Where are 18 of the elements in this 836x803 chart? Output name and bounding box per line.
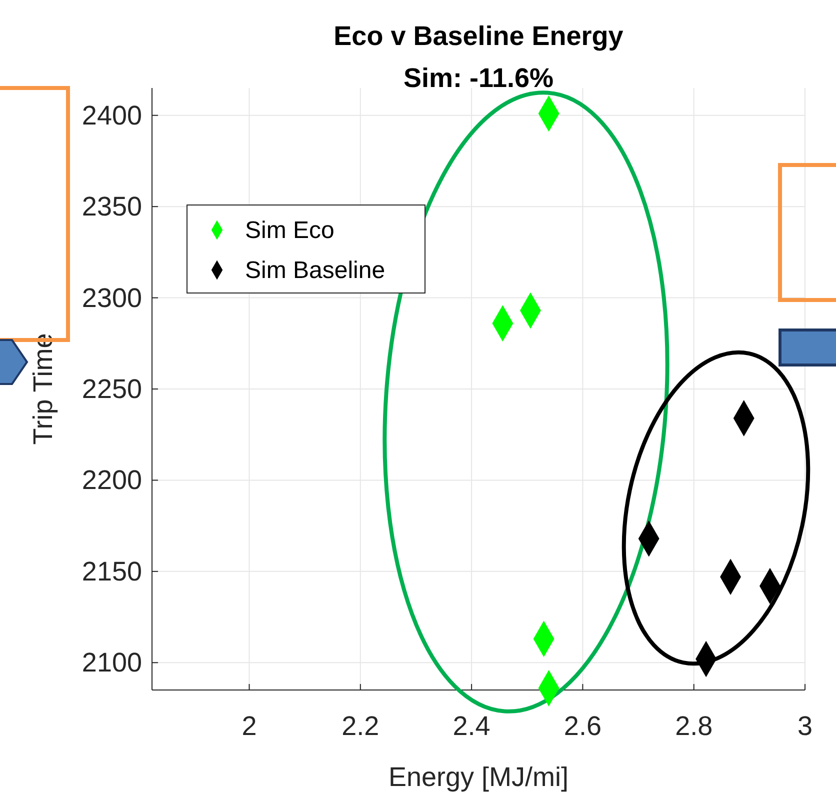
x-tick-label: 3 xyxy=(797,711,813,741)
chart-title: Eco v Baseline Energy xyxy=(334,21,624,51)
y-tick-label: 2150 xyxy=(82,556,142,586)
y-tick-label: 2200 xyxy=(82,465,142,496)
x-axis-title: Energy [MJ/mi] xyxy=(388,762,569,792)
x-tick-label: 2.2 xyxy=(342,711,380,741)
y-tick-label: 2250 xyxy=(82,374,142,404)
y-tick-label: 2100 xyxy=(82,648,142,678)
x-tick-label: 2.4 xyxy=(452,711,490,741)
x-tick-label: 2.6 xyxy=(564,711,602,741)
y-tick-label: 2300 xyxy=(82,282,142,313)
x-tick-label: 2 xyxy=(242,711,257,741)
y-tick-label: 2350 xyxy=(82,192,142,222)
legend-label: Sim Baseline xyxy=(245,257,386,284)
chart-subtitle: Sim: -11.6% xyxy=(403,63,554,93)
legend-label: Sim Eco xyxy=(245,217,334,244)
x-tick-label: 2.8 xyxy=(675,711,713,741)
y-tick-label: 2400 xyxy=(82,100,142,130)
